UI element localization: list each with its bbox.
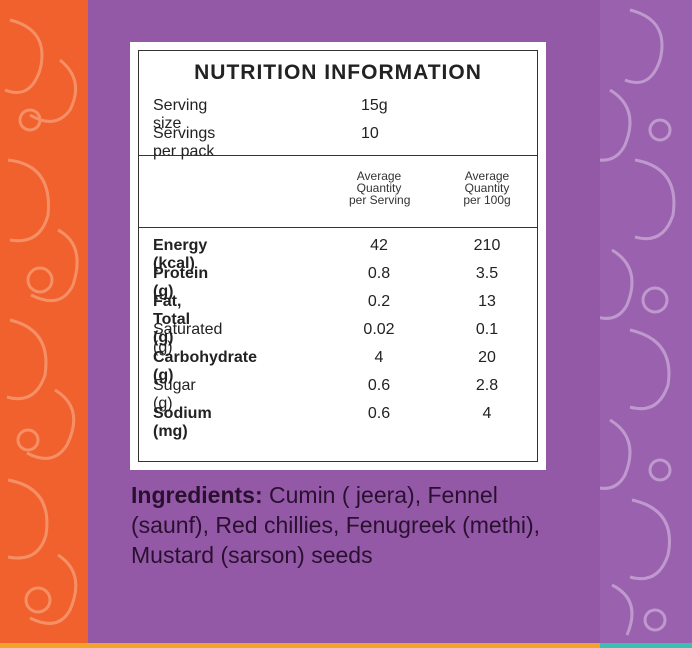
per-100g-value: 2.8 (475, 377, 499, 394)
nutrition-panel: NUTRITION INFORMATION Serving size 15g S… (138, 50, 538, 462)
nutrition-title: NUTRITION INFORMATION (194, 61, 482, 84)
divider (139, 227, 537, 228)
per-100g-value: 13 (478, 293, 496, 310)
paisley-pattern-left-icon (4, 18, 79, 625)
per-100g-value: 210 (473, 237, 501, 254)
per-serving-value: 0.02 (363, 321, 395, 338)
nutrient-label: Saturated (g) (153, 321, 223, 356)
ingredients-list: Cumin ( jeera), Fennel (saunf), Red chil… (131, 482, 541, 568)
per-100g-value: 20 (478, 349, 496, 366)
col-header-per-100g: Average Quantity per 100g (463, 169, 511, 207)
nutrient-label: Sugar (g) (153, 377, 196, 412)
bottom-teal-strip (600, 643, 692, 648)
per-serving-value: 4 (374, 349, 384, 366)
paisley-pattern-right-icon (600, 8, 676, 636)
nutrient-label: Energy (kcal) (153, 237, 208, 272)
left-decorative-band (0, 0, 88, 648)
per-100g-value: 3.5 (475, 265, 499, 282)
per-serving-value: 42 (370, 237, 388, 254)
per-100g-value: 4 (482, 405, 492, 422)
col-header-per-serving: Average Quantity per Serving (349, 169, 411, 207)
nutrient-label: Fat, Total (g) (153, 293, 191, 346)
servings-per-pack-value: 10 (361, 125, 379, 142)
right-decorative-band (600, 0, 692, 648)
per-serving-value: 0.2 (367, 293, 391, 310)
nutrient-label: Sodium (mg) (153, 405, 212, 440)
bottom-orange-strip (0, 643, 600, 648)
per-serving-value: 0.6 (367, 377, 391, 394)
ingredients-label: Ingredients: (131, 482, 263, 508)
per-serving-value: 0.6 (367, 405, 391, 422)
nutrition-card: NUTRITION INFORMATION Serving size 15g S… (130, 42, 546, 470)
per-100g-value: 0.1 (475, 321, 499, 338)
nutrient-label: Carbohydrate (g) (153, 349, 258, 384)
nutrient-label: Protein (g) (153, 265, 209, 300)
serving-size-value: 15g (361, 97, 388, 114)
ingredients-text: Ingredients: Cumin ( jeera), Fennel (sau… (131, 480, 571, 570)
serving-size-label: Serving size (153, 97, 208, 132)
per-serving-value: 0.8 (367, 265, 391, 282)
divider (139, 155, 537, 156)
